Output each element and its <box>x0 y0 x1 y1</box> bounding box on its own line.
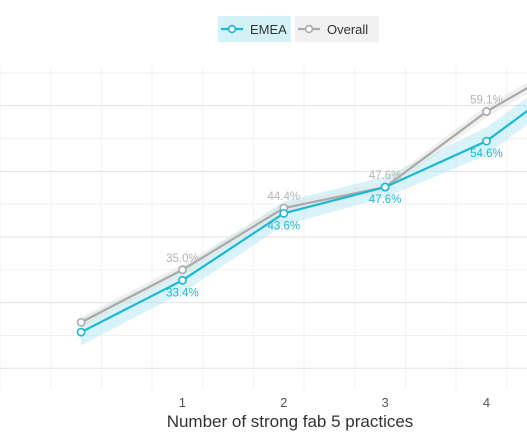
emea-data-point <box>279 208 289 218</box>
emea-data-point <box>76 327 86 337</box>
x-tick-label: 1 <box>179 395 186 410</box>
emea-series-line <box>80 109 527 334</box>
x-tick-label: 2 <box>280 395 287 410</box>
emea-data-label: 47.6% <box>369 194 402 206</box>
emea-data-point <box>178 275 187 285</box>
emea-data-label: 33.4% <box>166 287 199 299</box>
emea-data-point <box>482 136 491 146</box>
overall-series-line <box>80 86 527 324</box>
emea-data-label: 43.6% <box>267 220 300 232</box>
data-points <box>76 107 491 337</box>
legend-swatch-marker <box>227 24 237 34</box>
x-axis-title: Number of strong fab 5 practices <box>167 412 414 431</box>
legend-label: Overall <box>327 22 368 37</box>
legend-item-emea[interactable]: EMEA <box>218 16 291 42</box>
overall-data-point <box>76 317 86 327</box>
overall-data-point <box>178 265 187 275</box>
legend-label: EMEA <box>250 22 287 37</box>
overall-data-label: 47.6% <box>369 170 402 182</box>
x-tick-label: 4 <box>483 395 490 410</box>
overall-data-label: 35.0% <box>166 253 199 265</box>
legend-swatch-marker <box>304 24 314 34</box>
grid <box>0 68 527 388</box>
overall-data-label: 59.1% <box>470 95 503 107</box>
legend-item-overall[interactable]: Overall <box>295 16 379 42</box>
overall-confidence-band <box>81 82 527 328</box>
series-lines <box>80 86 527 334</box>
emea-confidence-band <box>81 97 527 346</box>
overall-data-point <box>482 107 491 116</box>
emea-data-label: 54.6% <box>470 148 503 160</box>
legend: EMEA Overall <box>218 16 379 42</box>
x-tick-labels: 1 2 3 4 <box>179 395 490 410</box>
data-labels: 33.4% 43.6% 47.6% 54.6% 35.0% 44.4% 47.6% 59.1% <box>166 95 503 300</box>
overall-data-label: 44.4% <box>267 191 300 203</box>
emea-data-point <box>380 182 390 192</box>
x-tick-label: 3 <box>381 395 388 410</box>
confidence-bands <box>81 82 527 346</box>
